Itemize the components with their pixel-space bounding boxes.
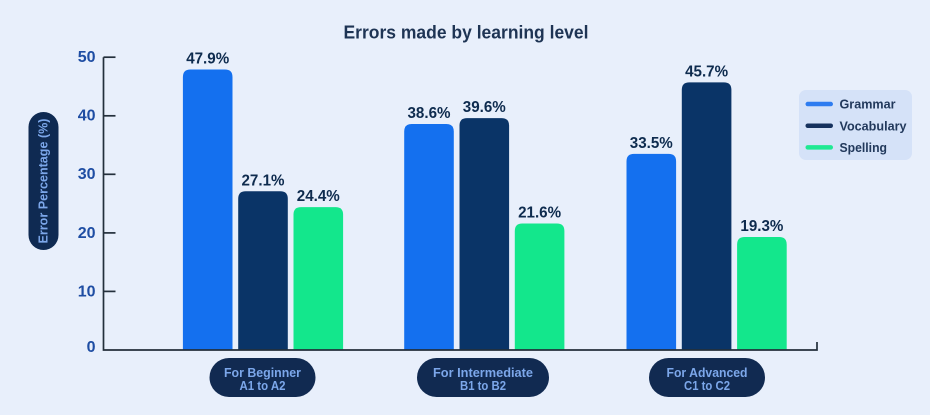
svg-text:40: 40 bbox=[78, 108, 96, 125]
svg-text:19.3%: 19.3% bbox=[740, 218, 783, 235]
svg-text:Spelling: Spelling bbox=[840, 140, 888, 155]
svg-text:Errors made by learning level: Errors made by learning level bbox=[344, 23, 589, 43]
svg-text:A1 to A2: A1 to A2 bbox=[240, 378, 286, 393]
svg-text:For Intermediate: For Intermediate bbox=[433, 365, 533, 380]
svg-text:45.7%: 45.7% bbox=[685, 63, 728, 80]
svg-text:C1 to C2: C1 to C2 bbox=[684, 378, 730, 393]
svg-text:For Advanced: For Advanced bbox=[667, 365, 748, 380]
svg-text:38.6%: 38.6% bbox=[408, 105, 451, 122]
svg-text:33.5%: 33.5% bbox=[630, 135, 673, 152]
svg-text:50: 50 bbox=[78, 49, 96, 66]
svg-text:10: 10 bbox=[78, 283, 96, 300]
svg-text:Vocabulary: Vocabulary bbox=[840, 118, 908, 133]
svg-text:39.6%: 39.6% bbox=[463, 99, 506, 116]
svg-text:21.6%: 21.6% bbox=[518, 205, 561, 222]
svg-text:B1 to B2: B1 to B2 bbox=[460, 378, 506, 393]
svg-text:47.9%: 47.9% bbox=[186, 51, 229, 68]
svg-text:27.1%: 27.1% bbox=[242, 172, 285, 189]
svg-text:0: 0 bbox=[87, 339, 96, 356]
svg-text:30: 30 bbox=[78, 166, 96, 183]
svg-text:24.4%: 24.4% bbox=[297, 188, 340, 205]
svg-text:For Beginner: For Beginner bbox=[224, 365, 301, 380]
svg-text:20: 20 bbox=[78, 225, 96, 242]
svg-text:Grammar: Grammar bbox=[840, 97, 896, 112]
svg-text:Error Percentage (%): Error Percentage (%) bbox=[37, 119, 51, 244]
